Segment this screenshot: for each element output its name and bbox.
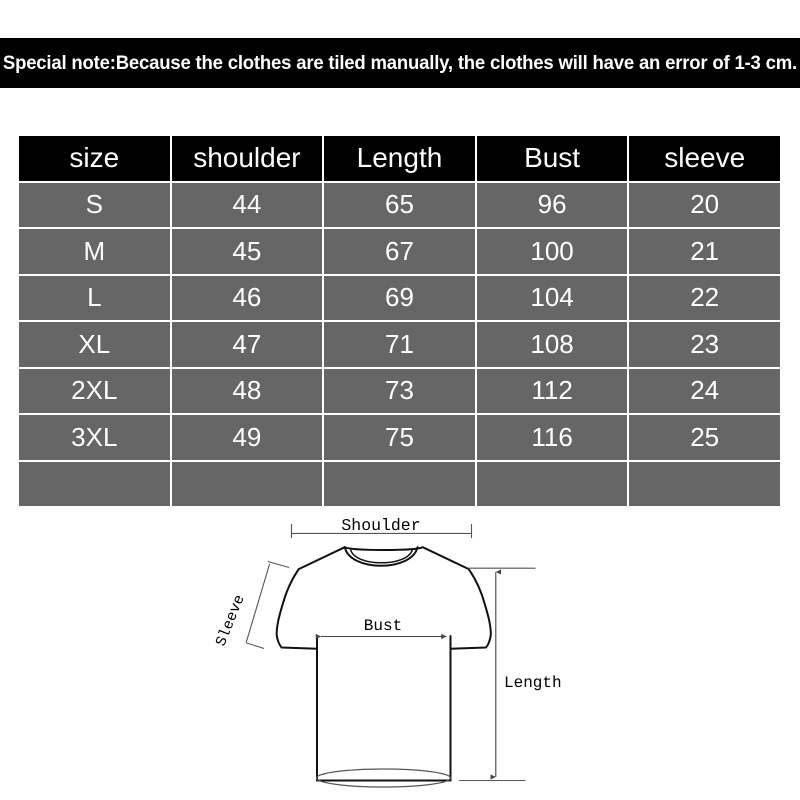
svg-text:Length: Length — [504, 674, 562, 692]
svg-text:Sleeve: Sleeve — [213, 592, 249, 648]
svg-text:Shoulder: Shoulder — [341, 516, 420, 535]
svg-text:Bust: Bust — [364, 617, 402, 635]
